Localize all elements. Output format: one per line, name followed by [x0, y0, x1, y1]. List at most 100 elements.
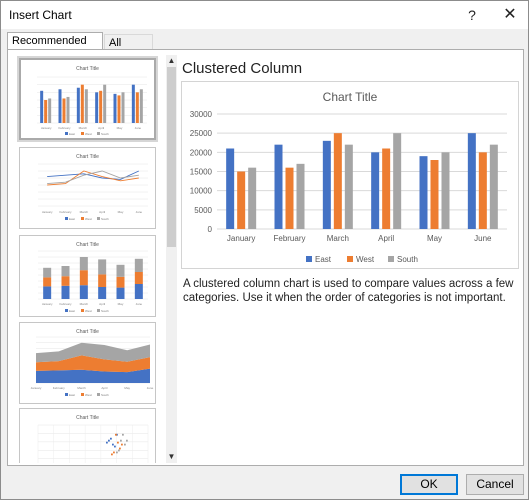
scroll-up-icon[interactable]: ▲ [167, 56, 176, 65]
x-tick-label: March [79, 126, 88, 130]
bar [134, 272, 143, 284]
tab-recommended-charts[interactable]: Recommended Charts [7, 32, 103, 63]
bar [61, 285, 70, 299]
scatter-point [117, 441, 119, 444]
bar [139, 89, 143, 123]
legend-swatch [81, 217, 84, 220]
thumbnail-clustered-column[interactable]: Chart Title January February March April May J… [17, 56, 158, 142]
thumbnail-title: Chart Title [76, 242, 99, 248]
scatter-point [115, 433, 117, 436]
bar [237, 171, 246, 229]
tab-all-charts[interactable]: All Charts [104, 34, 153, 65]
scatter-point [116, 451, 118, 454]
bar [116, 276, 125, 288]
bar [44, 100, 48, 123]
stacked-column-thumbnail-chart: Chart Title January February March April May J… [38, 242, 148, 313]
thumbnail-scatter[interactable]: Chart Title [19, 408, 156, 463]
bar [79, 270, 88, 286]
bar [116, 264, 125, 277]
scatter-point [111, 453, 113, 456]
y-tick-label: 15000 [190, 168, 213, 177]
close-icon[interactable]: ✕ [503, 6, 517, 23]
x-tick-label: June [136, 210, 143, 214]
scroll-down-icon[interactable]: ▼ [167, 452, 176, 461]
bar [98, 259, 107, 275]
legend-label: East [315, 255, 332, 264]
title-bar: Insert Chart ? ✕ [1, 1, 528, 29]
ok-button[interactable]: OK [400, 474, 458, 495]
scatter-point [119, 447, 121, 450]
help-icon[interactable]: ? [468, 7, 476, 23]
thumbnail-stacked-column[interactable]: Chart Title January February March April May J… [19, 235, 156, 317]
scatter-point [108, 439, 110, 442]
x-tick-label: February [273, 234, 305, 243]
legend-swatch [65, 132, 68, 135]
bar [113, 93, 117, 123]
legend-swatch [97, 309, 100, 312]
series-area [36, 342, 150, 363]
bar [62, 98, 66, 123]
selected-chart-name: Clustered Column [182, 60, 303, 77]
x-tick-label: February [59, 210, 72, 214]
thumbnail-scrollbar[interactable]: ▲ ▼ [166, 55, 177, 463]
cancel-button[interactable]: Cancel [466, 474, 524, 495]
clustered-column-thumbnail-chart: Chart Title January February March April May J… [37, 66, 147, 136]
x-tick-label: March [80, 210, 89, 214]
legend-swatch [97, 132, 100, 135]
x-tick-label: January [42, 302, 53, 306]
dialog-title: Insert Chart [9, 8, 72, 22]
chart-title: Chart Title [323, 90, 378, 104]
scatter-point [120, 439, 122, 442]
bar [79, 257, 88, 271]
y-tick-label: 25000 [190, 129, 213, 138]
bar [226, 148, 235, 229]
scatter-point [114, 445, 116, 448]
bar [135, 92, 139, 123]
bar [43, 277, 52, 287]
bar [80, 84, 84, 123]
chart-description: A clustered column chart is used to comp… [183, 278, 514, 304]
chart-preview-panel: Clustered Column Chart Title 30000 25000 20… [181, 55, 521, 463]
legend-label: West [85, 309, 92, 313]
bar [117, 95, 121, 123]
x-tick-label: April [378, 234, 394, 243]
x-tick-label: February [58, 126, 71, 130]
bar [84, 89, 88, 123]
bar [66, 96, 70, 123]
scrollbar-thumb[interactable] [167, 67, 176, 247]
bar [61, 276, 70, 286]
legend-label: East [69, 132, 75, 136]
x-tick-label: January [227, 234, 255, 243]
legend-label: West [356, 255, 375, 264]
line-thumbnail-chart: Chart Title January February March April May J… [38, 154, 148, 221]
bar [296, 163, 305, 229]
bar [48, 98, 52, 123]
bar [248, 167, 257, 229]
bar [76, 87, 80, 123]
x-tick-label: May [427, 234, 442, 243]
thumbnail-title: Chart Title [76, 329, 99, 335]
bar [489, 144, 498, 229]
bar [134, 284, 143, 299]
bar [134, 258, 143, 272]
x-tick-label: May [118, 210, 124, 214]
legend-swatch [97, 217, 100, 220]
bar [371, 152, 380, 229]
bar [419, 156, 428, 229]
legend-label: West [85, 217, 92, 221]
y-tick-label: 10000 [190, 187, 213, 196]
scatter-point [112, 443, 114, 446]
x-tick-label: March [327, 234, 349, 243]
tab-content: Chart Title January February March April May J… [7, 49, 524, 466]
x-tick-label: March [77, 386, 86, 390]
thumbnail-stacked-area[interactable]: Chart Title January February March April May J… [19, 322, 156, 404]
x-tick-label: January [42, 210, 53, 214]
series-line [47, 170, 139, 186]
bar [116, 287, 125, 299]
legend-label: East [69, 393, 75, 397]
thumbnail-title: Chart Title [76, 415, 99, 421]
x-tick-label: January [31, 386, 42, 390]
thumbnail-line[interactable]: Chart Title January February March April May J… [19, 147, 156, 229]
bar [393, 133, 402, 229]
